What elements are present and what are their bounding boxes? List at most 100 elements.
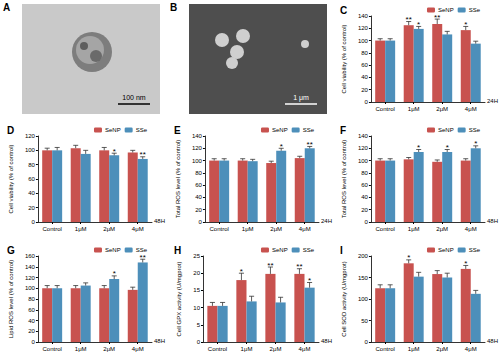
svg-text:1μM: 1μM (75, 346, 87, 352)
svg-text:SeNP: SeNP (272, 127, 288, 133)
svg-text:SeNP: SeNP (438, 127, 454, 133)
svg-text:**: ** (140, 150, 146, 159)
svg-text:40: 40 (28, 190, 35, 196)
svg-text:20: 20 (28, 205, 35, 211)
svg-text:I: I (340, 245, 343, 256)
svg-text:1μM: 1μM (75, 226, 87, 232)
svg-text:Control: Control (43, 226, 62, 232)
svg-text:100: 100 (358, 38, 369, 44)
svg-text:0: 0 (197, 339, 201, 345)
svg-text:*: * (308, 276, 311, 285)
svg-text:5: 5 (197, 322, 201, 328)
svg-text:200: 200 (358, 253, 369, 259)
svg-text:F: F (340, 125, 346, 136)
svg-text:120: 120 (358, 25, 369, 31)
svg-text:160: 160 (25, 253, 36, 259)
svg-text:SSe: SSe (469, 127, 481, 133)
svg-text:140: 140 (25, 264, 36, 270)
svg-text:SSe: SSe (469, 7, 481, 13)
svg-text:20: 20 (361, 87, 368, 93)
svg-text:*: * (113, 147, 116, 156)
svg-text:140: 140 (358, 13, 369, 19)
svg-text:20: 20 (193, 270, 200, 276)
svg-text:Control: Control (376, 346, 395, 352)
svg-text:48H: 48H (487, 218, 498, 224)
svg-text:D: D (7, 125, 14, 136)
svg-text:40: 40 (361, 74, 368, 80)
svg-text:40: 40 (28, 318, 35, 324)
svg-text:48H: 48H (154, 338, 165, 344)
svg-text:120: 120 (25, 275, 36, 281)
svg-text:**: ** (140, 253, 146, 262)
svg-text:Cell SOD activity (U/mgprot): Cell SOD activity (U/mgprot) (341, 261, 347, 336)
svg-text:100: 100 (25, 147, 36, 153)
svg-text:50: 50 (361, 318, 368, 324)
svg-text:Control: Control (376, 226, 395, 232)
svg-text:4μM: 4μM (132, 226, 144, 232)
svg-text:B: B (170, 2, 177, 13)
svg-text:Lipid ROS level (% of control): Lipid ROS level (% of control) (8, 260, 14, 339)
svg-text:SSe: SSe (136, 127, 148, 133)
svg-text:*: * (280, 142, 283, 151)
svg-text:0: 0 (365, 339, 369, 345)
svg-text:Control: Control (208, 346, 227, 352)
svg-text:100: 100 (192, 158, 203, 164)
svg-text:Control: Control (210, 226, 229, 232)
svg-text:24H: 24H (321, 218, 332, 224)
svg-text:120: 120 (358, 145, 369, 151)
svg-text:0: 0 (365, 219, 369, 225)
svg-text:2μM: 2μM (103, 226, 115, 232)
svg-text:E: E (174, 125, 181, 136)
svg-text:**: ** (296, 262, 302, 271)
svg-text:20: 20 (28, 328, 35, 334)
svg-text:100: 100 (25, 285, 36, 291)
svg-text:140: 140 (192, 133, 203, 139)
svg-text:*: * (407, 253, 410, 262)
svg-text:24H: 24H (487, 98, 498, 104)
svg-text:SeNP: SeNP (438, 247, 454, 253)
svg-text:*: * (417, 143, 420, 152)
svg-text:C: C (340, 5, 347, 16)
svg-text:SeNP: SeNP (105, 127, 121, 133)
svg-text:SeNP: SeNP (272, 247, 288, 253)
svg-text:2μM: 2μM (436, 226, 448, 232)
svg-text:60: 60 (28, 307, 35, 313)
svg-text:SSe: SSe (469, 247, 481, 253)
svg-text:SSe: SSe (303, 247, 315, 253)
svg-text:SeNP: SeNP (105, 247, 121, 253)
svg-text:*: * (240, 267, 243, 276)
svg-text:**: ** (406, 15, 412, 24)
svg-text:40: 40 (195, 194, 202, 200)
svg-text:SeNP: SeNP (438, 7, 454, 13)
svg-text:*: * (446, 143, 449, 152)
svg-text:80: 80 (361, 50, 368, 56)
svg-text:100 nm: 100 nm (122, 94, 146, 101)
svg-text:Total ROS level (% of control): Total ROS level (% of control) (341, 140, 347, 219)
svg-text:10: 10 (193, 305, 200, 311)
svg-text:20: 20 (361, 207, 368, 213)
svg-text:2μM: 2μM (103, 346, 115, 352)
svg-text:120: 120 (25, 133, 36, 139)
svg-text:120: 120 (192, 145, 203, 151)
svg-text:4μM: 4μM (299, 226, 311, 232)
svg-text:150: 150 (358, 275, 369, 281)
svg-text:4μM: 4μM (465, 106, 477, 112)
svg-text:4μM: 4μM (132, 346, 144, 352)
svg-text:*: * (464, 259, 467, 268)
svg-text:60: 60 (361, 62, 368, 68)
svg-text:2μM: 2μM (436, 346, 448, 352)
svg-text:4μM: 4μM (465, 346, 477, 352)
svg-text:0: 0 (32, 219, 36, 225)
svg-text:48H: 48H (154, 218, 165, 224)
svg-text:Total ROS level (% of control): Total ROS level (% of control) (175, 140, 181, 219)
svg-text:60: 60 (28, 176, 35, 182)
svg-text:60: 60 (361, 182, 368, 188)
svg-text:2μM: 2μM (270, 226, 282, 232)
svg-text:**: ** (434, 13, 440, 22)
svg-text:1μM: 1μM (408, 226, 420, 232)
svg-text:140: 140 (358, 133, 369, 139)
svg-text:40: 40 (361, 194, 368, 200)
svg-text:1μM: 1μM (242, 226, 254, 232)
svg-text:4μM: 4μM (465, 226, 477, 232)
svg-text:0: 0 (199, 219, 203, 225)
